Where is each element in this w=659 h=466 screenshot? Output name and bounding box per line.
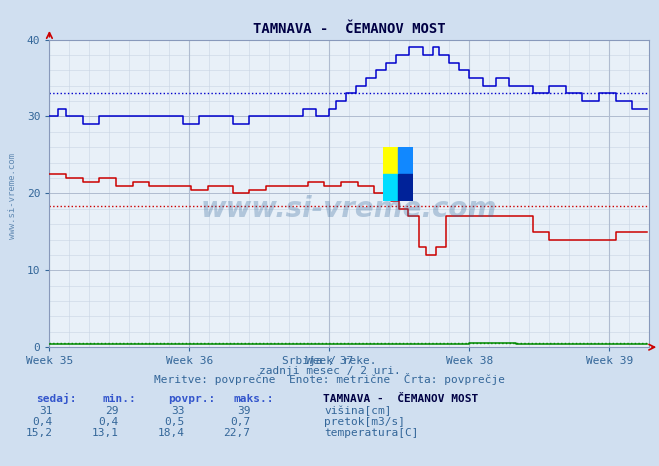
- Text: TAMNAVA -  ČEMANOV MOST: TAMNAVA - ČEMANOV MOST: [323, 394, 478, 404]
- Text: 22,7: 22,7: [223, 428, 250, 438]
- Text: Srbija / reke.: Srbija / reke.: [282, 356, 377, 366]
- Text: 29: 29: [105, 406, 119, 416]
- Text: sedaj:: sedaj:: [36, 393, 76, 404]
- Text: min.:: min.:: [102, 394, 136, 404]
- Text: povpr.:: povpr.:: [168, 394, 215, 404]
- Text: 0,4: 0,4: [98, 417, 119, 427]
- Text: 33: 33: [171, 406, 185, 416]
- Text: višina[cm]: višina[cm]: [324, 405, 391, 416]
- Text: 0,4: 0,4: [32, 417, 53, 427]
- Text: 39: 39: [237, 406, 250, 416]
- Text: temperatura[C]: temperatura[C]: [324, 428, 418, 438]
- Text: 15,2: 15,2: [26, 428, 53, 438]
- Text: 0,7: 0,7: [230, 417, 250, 427]
- Text: 13,1: 13,1: [92, 428, 119, 438]
- Text: zadnji mesec / 2 uri.: zadnji mesec / 2 uri.: [258, 366, 401, 376]
- Text: 18,4: 18,4: [158, 428, 185, 438]
- Text: Meritve: povprečne  Enote: metrične  Črta: povprečje: Meritve: povprečne Enote: metrične Črta:…: [154, 373, 505, 385]
- Text: maks.:: maks.:: [234, 394, 274, 404]
- Text: www.si-vreme.com: www.si-vreme.com: [201, 195, 498, 223]
- Text: 0,5: 0,5: [164, 417, 185, 427]
- Text: pretok[m3/s]: pretok[m3/s]: [324, 417, 405, 427]
- Text: 31: 31: [40, 406, 53, 416]
- Title: TAMNAVA -  ČEMANOV MOST: TAMNAVA - ČEMANOV MOST: [253, 21, 445, 36]
- Text: www.si-vreme.com: www.si-vreme.com: [8, 153, 17, 239]
